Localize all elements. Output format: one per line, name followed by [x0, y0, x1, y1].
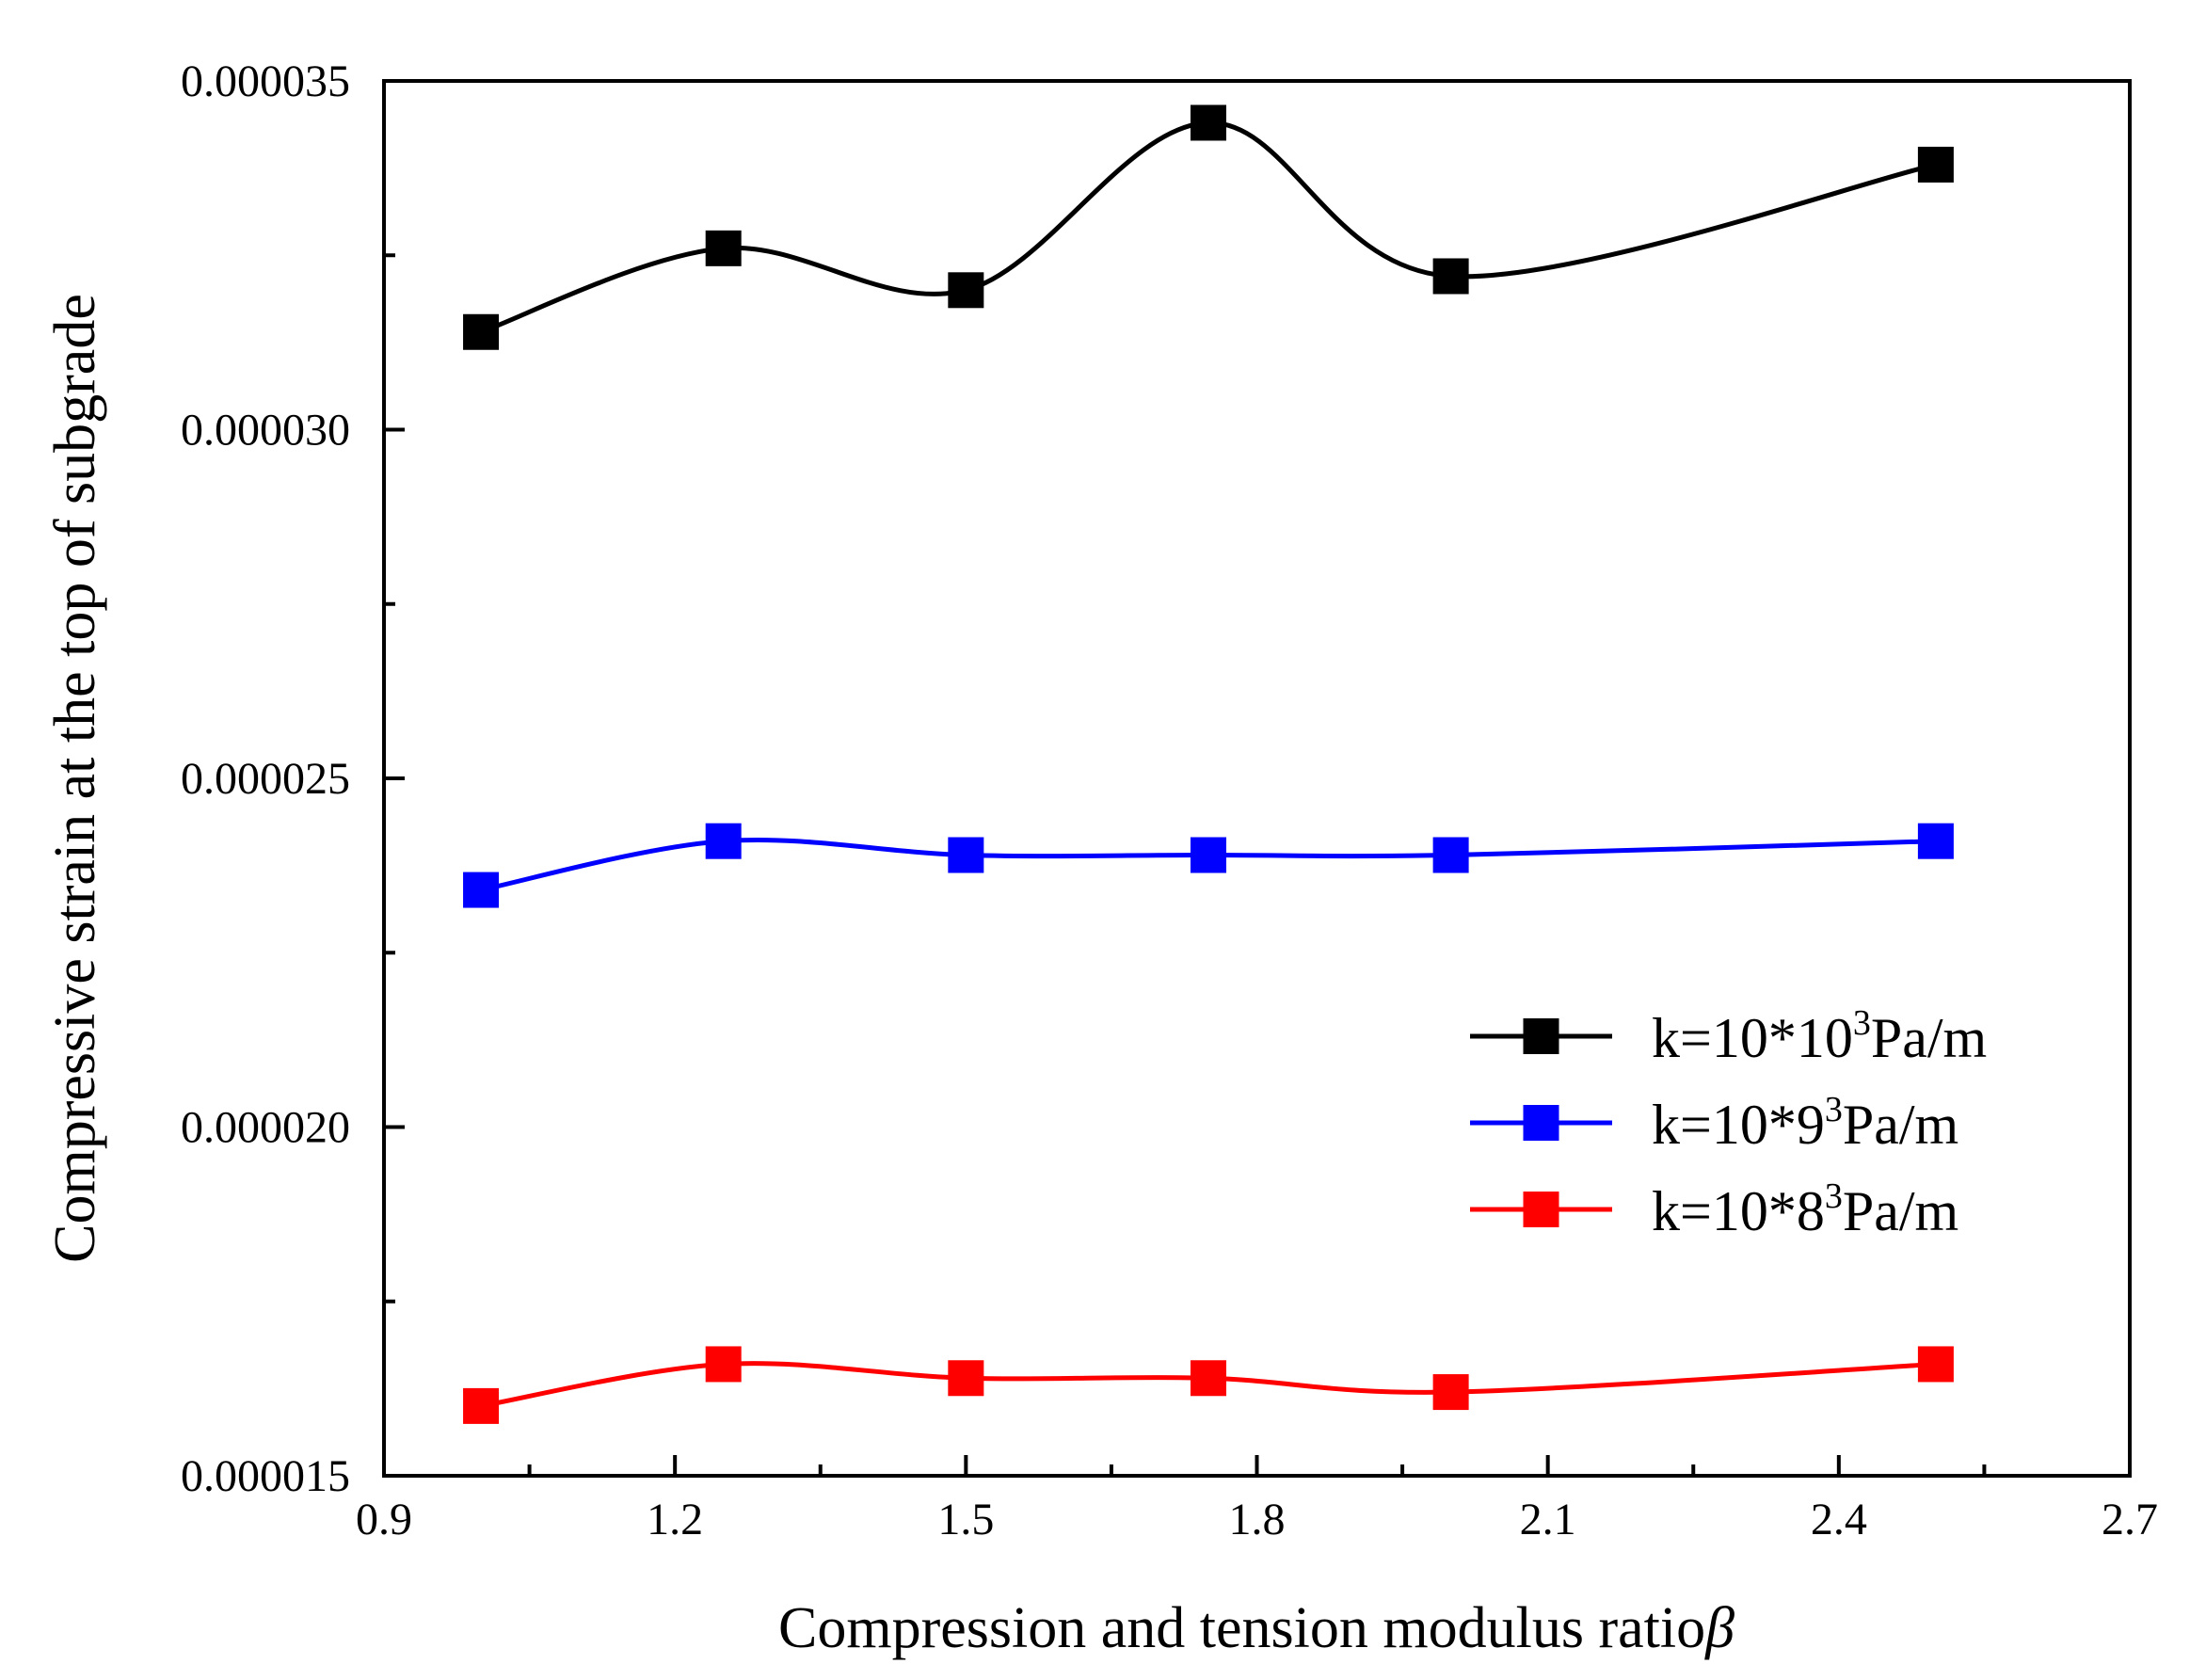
legend-label-1: k=10*93Pa/m [1652, 1090, 1958, 1156]
series-2-point-2 [948, 1360, 984, 1397]
x-tick-label: 1.8 [1229, 1495, 1286, 1544]
legend-label-main: k=10*10 [1652, 1007, 1853, 1069]
series-0-point-2 [948, 272, 984, 309]
series-line-0 [480, 120, 1937, 335]
legend-marker-2 [1523, 1192, 1559, 1227]
y-axis-ticks: 0.000015 0.000020 0.000025 0.000030 0.000035 [181, 56, 405, 1501]
series-0-point-0 [463, 313, 500, 350]
legend-label-2: k=10*83Pa/m [1652, 1176, 1958, 1242]
y-tick-label: 0.000025 [181, 754, 350, 804]
legend: k=10*103Pa/mk=10*93Pa/mk=10*83Pa/m [1470, 1003, 1987, 1242]
series-2-point-0 [463, 1387, 500, 1424]
plot-frame [382, 79, 2132, 1478]
legend-label-sup: 3 [1853, 1003, 1871, 1043]
series-2-point-3 [1190, 1360, 1226, 1397]
legend-marker-0 [1523, 1018, 1559, 1054]
x-tick-label: 1.2 [647, 1495, 703, 1544]
legend-label-sup: 3 [1825, 1090, 1843, 1129]
y-tick-label: 0.000015 [181, 1451, 350, 1501]
legend-label-0: k=10*103Pa/m [1652, 1003, 1987, 1069]
series-1-point-3 [1190, 837, 1226, 873]
y-tick-label: 0.000020 [181, 1103, 350, 1153]
series-0-point-1 [705, 230, 742, 266]
legend-label-unit: Pa/m [1871, 1007, 1987, 1069]
series-0-point-5 [1917, 146, 1954, 183]
series-2-point-5 [1917, 1346, 1954, 1383]
series-layer [463, 104, 1954, 1424]
legend-marker-1 [1523, 1105, 1559, 1141]
legend-label-main: k=10*8 [1652, 1180, 1825, 1242]
x-axis-title-symbol: β [1704, 1596, 1734, 1660]
x-axis-title: Compression and tension modulus ratioβ [778, 1596, 1734, 1660]
series-2-point-1 [705, 1346, 742, 1383]
legend-label-unit: Pa/m [1843, 1094, 1958, 1156]
series-1-point-2 [948, 837, 984, 873]
x-tick-label: 0.9 [356, 1495, 412, 1544]
x-axis-ticks: 0.9 1.2 1.5 1.8 2.1 2.4 2.7 [356, 1455, 2158, 1544]
x-axis-title-text: Compression and tension modulus ratio [778, 1596, 1705, 1660]
y-tick-label: 0.000030 [181, 406, 350, 456]
x-tick-label: 2.7 [2102, 1495, 2158, 1544]
series-1-point-1 [705, 823, 742, 859]
x-tick-label: 2.1 [1520, 1495, 1576, 1544]
y-tick-label: 0.000035 [181, 56, 350, 106]
series-1-point-0 [463, 872, 500, 908]
series-0-point-4 [1432, 258, 1469, 295]
y-axis-title: Compressive strain at the top of subgrad… [43, 294, 107, 1263]
series-1-point-4 [1432, 837, 1469, 873]
series-1-point-5 [1917, 823, 1954, 859]
x-tick-label: 2.4 [1811, 1495, 1867, 1544]
series-0-point-3 [1190, 104, 1226, 141]
legend-label-sup: 3 [1825, 1176, 1843, 1216]
legend-label-unit: Pa/m [1843, 1180, 1958, 1242]
x-tick-label: 1.5 [937, 1495, 994, 1544]
legend-label-main: k=10*9 [1652, 1094, 1825, 1156]
series-2-point-4 [1432, 1374, 1469, 1411]
